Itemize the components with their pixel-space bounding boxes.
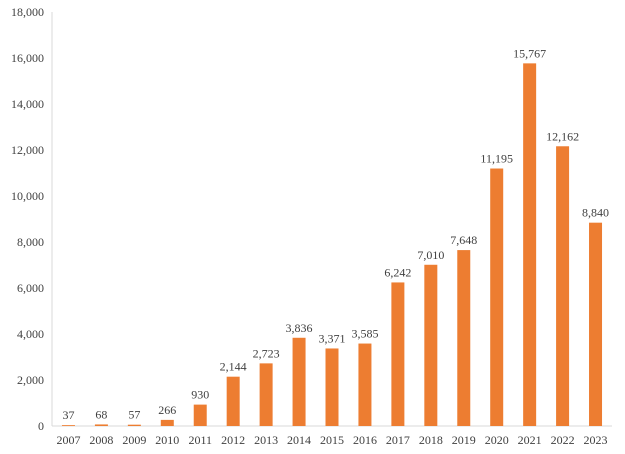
- bar-2016: [358, 343, 372, 426]
- x-axis-tick-labels: 2007 2008 2009 2010 2011 2012 2013 2014 2015 2016…: [56, 433, 607, 447]
- bar-2013: [259, 363, 273, 426]
- data-label-2015: 3,371: [319, 331, 346, 345]
- bar-2011: [193, 404, 207, 426]
- y-tick-label: 0: [38, 419, 44, 433]
- x-tick-label-2012: 2012: [221, 433, 245, 447]
- y-tick-label: 14,000: [11, 97, 44, 111]
- y-tick-label: 4,000: [17, 327, 44, 341]
- bar-2012: [226, 376, 240, 426]
- x-tick-label-2017: 2017: [386, 433, 410, 447]
- x-tick-label-2009: 2009: [122, 433, 146, 447]
- bar-2007: [61, 425, 75, 426]
- y-axis-tick-labels: 0 2,000 4,000 6,000 8,000 10,000 12,000 14,000 1…: [11, 5, 44, 433]
- data-labels: 37 68 57 266 930 2,144 2,723 3,836 3,371 3,585 6,2…: [62, 46, 609, 422]
- data-label-2013: 2,723: [253, 346, 280, 360]
- bar-2020: [490, 168, 504, 426]
- x-tick-label-2007: 2007: [56, 433, 80, 447]
- y-tick-label: 6,000: [17, 281, 44, 295]
- data-label-2020: 11,195: [480, 152, 513, 166]
- bar-2008: [94, 424, 108, 426]
- data-label-2022: 12,162: [546, 129, 579, 143]
- data-label-2007: 37: [62, 408, 74, 422]
- y-tick-label: 18,000: [11, 5, 44, 19]
- bar-2019: [457, 250, 471, 426]
- y-tick-label: 16,000: [11, 51, 44, 65]
- x-tick-label-2020: 2020: [485, 433, 509, 447]
- x-tick-label-2011: 2011: [188, 433, 212, 447]
- y-tick-label: 10,000: [11, 189, 44, 203]
- bar-2014: [292, 337, 306, 426]
- data-label-2023: 8,840: [582, 206, 609, 220]
- x-tick-label-2008: 2008: [89, 433, 113, 447]
- y-tick-label: 2,000: [17, 373, 44, 387]
- data-label-2012: 2,144: [220, 360, 247, 374]
- data-label-2021: 15,767: [513, 46, 546, 60]
- bar-2017: [391, 282, 405, 426]
- x-tick-label-2013: 2013: [254, 433, 278, 447]
- x-tick-label-2018: 2018: [419, 433, 443, 447]
- data-label-2010: 266: [158, 403, 176, 417]
- data-label-2008: 68: [95, 407, 107, 421]
- data-label-2011: 930: [191, 388, 209, 402]
- x-tick-label-2010: 2010: [155, 433, 179, 447]
- bar-2009: [127, 424, 141, 426]
- y-tick-label: 8,000: [17, 235, 44, 249]
- bar-2018: [424, 264, 438, 426]
- y-tick-label: 12,000: [11, 143, 44, 157]
- data-label-2019: 7,648: [450, 233, 477, 247]
- bar-2010: [160, 419, 174, 426]
- bar-series: [61, 63, 603, 427]
- x-tick-label-2021: 2021: [518, 433, 542, 447]
- x-tick-label-2022: 2022: [551, 433, 575, 447]
- bar-2015: [325, 348, 339, 426]
- x-tick-label-2015: 2015: [320, 433, 344, 447]
- x-tick-label-2014: 2014: [287, 433, 311, 447]
- x-tick-label-2016: 2016: [353, 433, 377, 447]
- data-label-2009: 57: [128, 408, 140, 422]
- bar-2021: [523, 63, 537, 426]
- x-tick-label-2019: 2019: [452, 433, 476, 447]
- data-label-2018: 7,010: [417, 248, 444, 262]
- bar-2023: [589, 222, 603, 426]
- x-tick-label-2023: 2023: [584, 433, 608, 447]
- data-label-2014: 3,836: [286, 321, 313, 335]
- data-label-2016: 3,585: [351, 327, 378, 341]
- data-label-2017: 6,242: [384, 265, 411, 279]
- bar-2022: [556, 146, 570, 427]
